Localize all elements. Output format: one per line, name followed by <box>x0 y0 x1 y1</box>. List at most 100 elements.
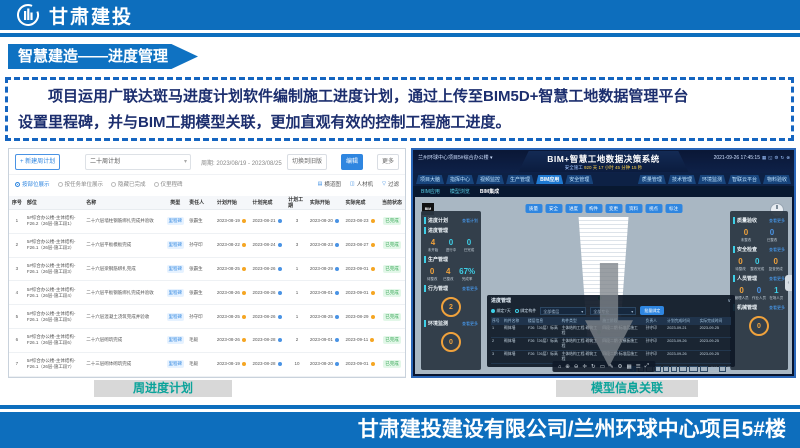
project-selector[interactable]: 兰州环球中心项目5#综合办公楼 ▾ <box>418 155 493 161</box>
page-button-4[interactable]: 4 <box>654 365 661 372</box>
sub-tab-BIM应用[interactable]: BIM应用 <box>421 189 440 195</box>
stat-item: 67% 完成率 <box>459 267 475 282</box>
table-row[interactable]: 4 5#综合办公楼-主体结构-F26.1（26层-施工段4） 二十六层平板钢筋绑扎完… <box>9 281 405 306</box>
model-button-进度[interactable]: 进度 <box>565 204 582 213</box>
fullscreen-icon[interactable]: ◱ <box>768 155 773 160</box>
page-button-…[interactable]: … <box>679 365 688 372</box>
expand-icon[interactable]: ⤢ <box>644 363 650 369</box>
calendar-icon[interactable]: ▦ <box>761 155 767 160</box>
table-cell: 2023-08-26 <box>215 329 251 352</box>
radio-bind-7days[interactable]: 绑定7天 <box>491 308 511 314</box>
table-row[interactable]: 3 5#综合办公楼-主体结构-F26.1（26层-施工段3） 二十六层梁钢筋绑扎完成… <box>9 258 405 282</box>
section-link[interactable]: 查看更多 <box>462 320 478 326</box>
bim-3d-viewer[interactable]: BIM 质量 安全 进度 构件 变更 资料 视点 标注 进度计划 查看计划 进度管理 4 未开始 0 进行… <box>415 197 792 374</box>
table-row[interactable]: 1 5#综合办公楼-主体结构-F26.2（26层-施工段1） 二十六层墙柱钢筋绑扎完… <box>9 210 405 234</box>
table-cell: 5#综合办公楼-主体结构-F26.1（26层-施工段3） <box>26 262 76 274</box>
edit-button[interactable]: 编辑 <box>340 154 363 170</box>
plan-select[interactable]: 二十周计划 ▾ <box>85 154 191 170</box>
section-link[interactable]: 查看更多 <box>769 275 785 281</box>
layers-icon[interactable]: ▦ <box>626 363 632 370</box>
table-cell: 孙守印 <box>189 313 203 319</box>
filter-option[interactable]: 仅里程碑 <box>153 180 183 188</box>
more-button[interactable]: 更多 <box>376 154 399 170</box>
zoom-out-icon[interactable]: ⊖ <box>573 363 579 370</box>
view-tool-过滤[interactable]: ▽ 过滤 <box>382 180 399 188</box>
batch-bind-button[interactable]: 批量绑定 <box>640 306 665 315</box>
menu-tab-质量管理[interactable]: 质量管理 <box>637 175 666 184</box>
page-button-13[interactable]: 13 <box>699 365 708 372</box>
stat-label: 整改完成 <box>750 267 765 271</box>
filter-option[interactable]: 按部位展示 <box>15 180 50 188</box>
status-badge: 已完成 <box>383 312 401 321</box>
model-button-标注[interactable]: 标注 <box>665 204 682 213</box>
model-button-资料[interactable]: 资料 <box>625 204 642 213</box>
goto-page-input[interactable]: 1 <box>719 365 726 372</box>
floor-select[interactable]: 全部楼层 ▾ <box>540 306 587 315</box>
zoom-in-icon[interactable]: ⊕ <box>565 363 570 370</box>
rotate-icon[interactable]: ↻ <box>591 363 596 370</box>
section-link[interactable]: 查看更多 <box>769 217 785 223</box>
date-clock-icon <box>370 290 375 295</box>
date-clock-icon <box>370 219 375 224</box>
section-link[interactable]: 查看更多 <box>462 285 478 291</box>
refresh-icon[interactable]: ↻ <box>780 155 785 160</box>
table-cell: 2023-08-25 <box>215 305 251 328</box>
table-cell: 孙守印 <box>189 242 203 248</box>
switch-old-version-button[interactable]: 切换到旧版 <box>286 154 327 170</box>
list-icon[interactable]: ☰ <box>635 363 641 370</box>
table-cell: 5#综合办公楼-主体结构-F26.1（26层-施工段4） <box>26 286 76 298</box>
bim-sub-tabs: BIM应用 模型浏览 BIM集成 <box>413 186 794 197</box>
stat-item: 0 待整改 <box>735 257 746 272</box>
model-button-变更[interactable]: 变更 <box>605 204 622 213</box>
radio-bind-component[interactable]: 绑定构件 <box>514 308 536 314</box>
menu-tab-视频监控[interactable]: 视频监控 <box>476 175 505 184</box>
power-icon[interactable]: ⊗ <box>786 155 790 160</box>
filter-option[interactable]: 隐藏已完成 <box>111 180 146 188</box>
sub-tab-BIM集成[interactable]: BIM集成 <box>479 189 500 195</box>
home-view-icon[interactable]: ⌂ <box>557 363 562 370</box>
column-header: 序号 <box>11 199 22 206</box>
menu-tab-技术管理[interactable]: 技术管理 <box>667 175 696 184</box>
table-row[interactable]: 5 5#综合办公楼-主体结构-F26.1（26层-施工段5） 二十六层混凝土浇筑完成… <box>9 305 405 329</box>
model-button-构件[interactable]: 构件 <box>585 204 602 213</box>
section-link[interactable]: 查看计划 <box>462 217 478 223</box>
settings-icon[interactable]: ⚙ <box>774 155 779 160</box>
pan-icon[interactable]: ✛ <box>582 363 588 370</box>
view-tool-人材机[interactable]: ◫ 人材机 <box>350 180 373 188</box>
table-row[interactable]: 7 5#综合办公楼-主体结构-F26.1（26层-施工段7） 二十三层砌体砌筑完成 里… <box>9 353 405 377</box>
menu-tab-安全管理[interactable]: 安全管理 <box>565 175 594 184</box>
menu-tab-项目大脑[interactable]: 项目大脑 <box>416 175 445 184</box>
sub-tab-模型浏览[interactable]: 模型浏览 <box>449 189 470 195</box>
panel-collapse-handle[interactable]: ‹ <box>785 275 792 291</box>
menu-tab-物料验收[interactable]: 物料验收 <box>762 175 791 184</box>
date-clock-icon <box>277 362 282 367</box>
menu-tab-生产管理[interactable]: 生产管理 <box>506 175 535 184</box>
panel-section-header: 安全检查 查看更多 <box>733 246 785 253</box>
model-button-视点[interactable]: 视点 <box>645 204 662 213</box>
model-button-安全[interactable]: 安全 <box>545 204 562 213</box>
top-icon-group: ▦ ◱ ⚙ ↻ ⊗ <box>762 155 790 161</box>
page-button-5[interactable]: 5 <box>662 365 670 372</box>
panel-section-header: 质量验收 查看更多 <box>733 217 785 224</box>
section-box-icon[interactable]: ▭ <box>599 363 605 370</box>
menu-tab-智联云平台[interactable]: 智联云平台 <box>727 175 761 184</box>
menu-tab-BIM应用[interactable]: BIM应用 <box>536 175 564 184</box>
section-link[interactable]: 查看更多 <box>769 246 785 252</box>
collapse-chevron-icon[interactable]: ∨ <box>727 297 731 304</box>
date-clock-icon <box>241 338 246 343</box>
viewer-settings-icon[interactable]: ⚙ <box>617 363 623 370</box>
annotate-icon[interactable]: ✎ <box>608 363 614 370</box>
table-cell: 6 <box>15 337 19 343</box>
filter-option[interactable]: 按任务单位展示 <box>57 180 103 188</box>
page-button-11[interactable]: 11 <box>689 365 698 372</box>
table-row[interactable]: 6 5#综合办公楼-主体结构-F26.1（26层-施工段6） 二十六层砌筑完成 里程碑… <box>9 329 405 353</box>
section-link[interactable]: 查看更多 <box>769 304 785 310</box>
model-button-质量[interactable]: 质量 <box>525 204 542 213</box>
menu-tab-环境监测[interactable]: 环境监测 <box>697 175 726 184</box>
table-row[interactable]: 2 5#综合办公楼-主体结构-F26.1（26层-施工段2） 二十六层平板模板完成 里… <box>9 234 405 258</box>
page-button-6[interactable]: 6 <box>671 365 678 372</box>
top-brand-bar: 甘肃建投 <box>0 0 800 30</box>
view-tool-横道图[interactable]: ▤ 横道图 <box>318 180 341 188</box>
menu-tab-指挥中心[interactable]: 指挥中心 <box>446 175 475 184</box>
new-week-plan-button[interactable]: + 新建周计划 <box>15 154 61 170</box>
